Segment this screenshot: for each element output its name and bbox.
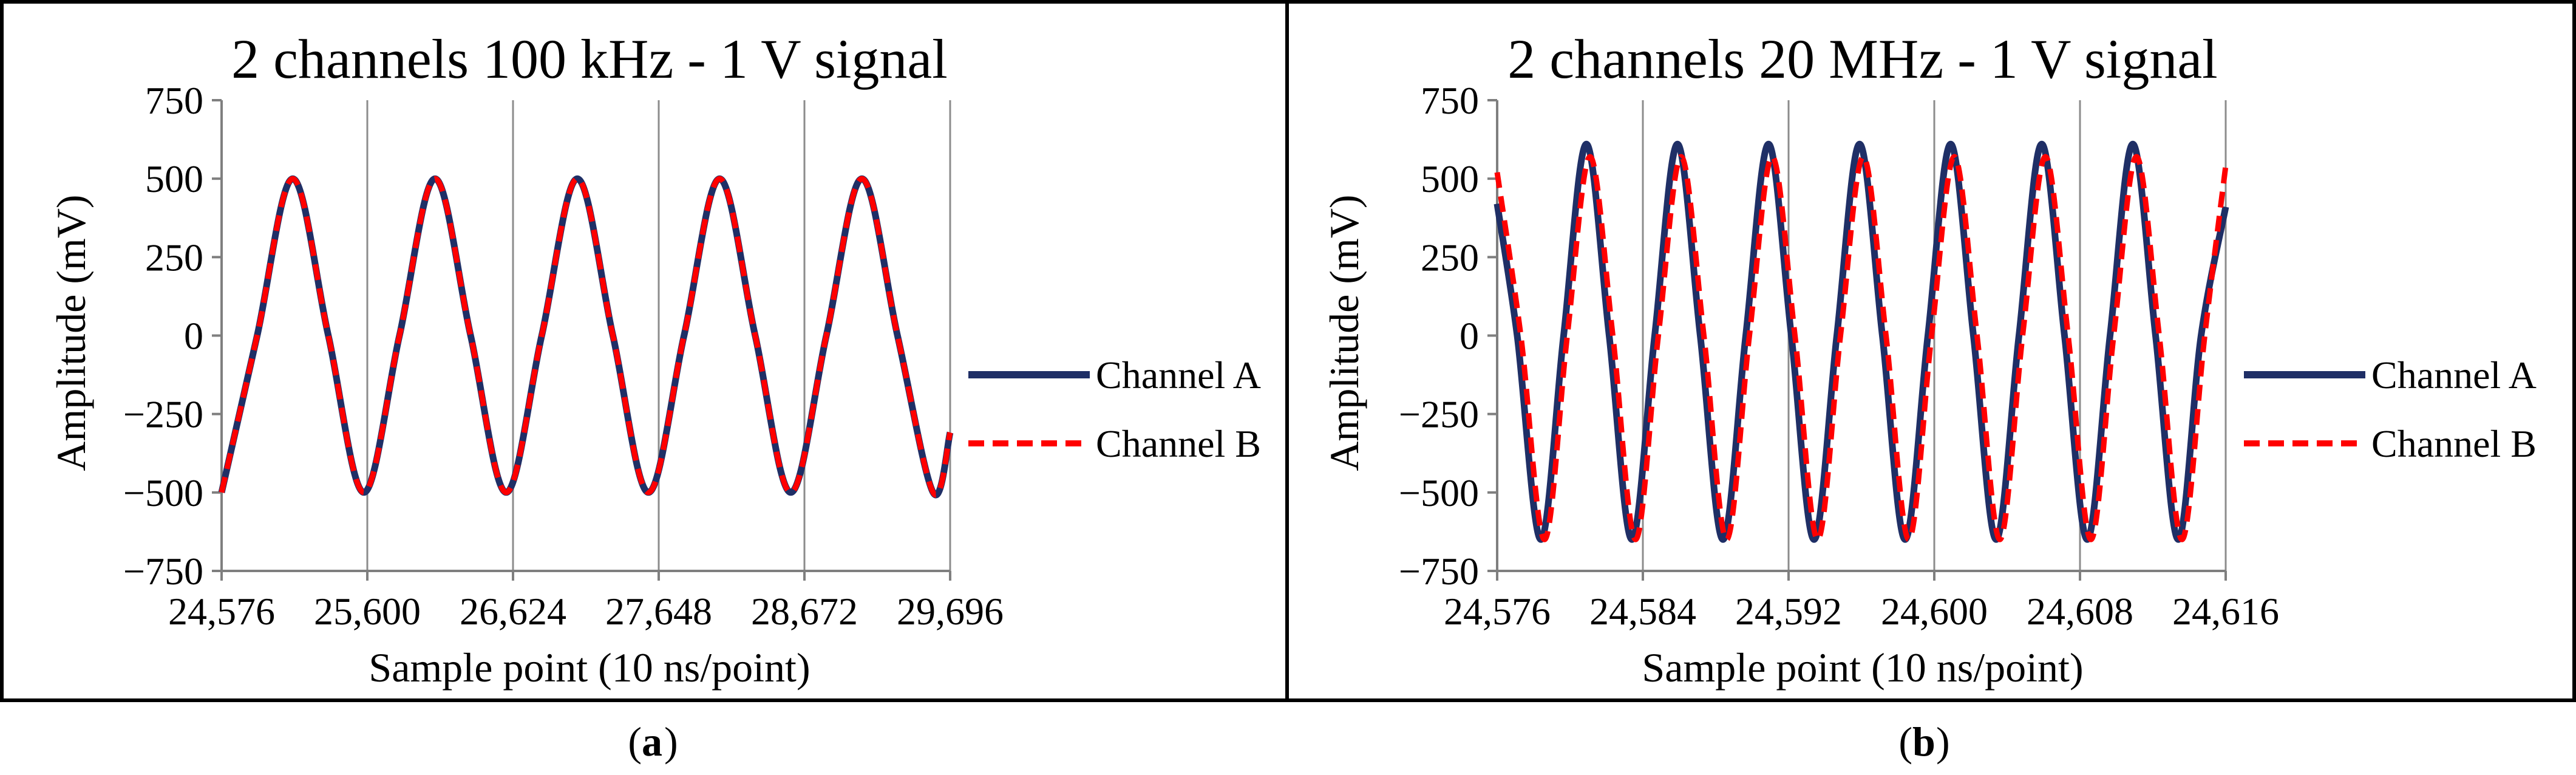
legend-label-channel-b: Channel B <box>2371 422 2537 465</box>
series-lines <box>1494 140 2229 543</box>
y-tick-label: −500 <box>1399 471 1479 514</box>
svg-text:(: ( <box>1898 719 1912 765</box>
panel-letter: a <box>642 719 662 765</box>
y-axis-label: Amplitude (mV) <box>48 194 94 471</box>
x-tick-labels: 24,576 24,584 24,592 24,600 24,608 24,616 <box>1444 590 2279 633</box>
x-tick-label: 24,576 <box>1444 590 1551 633</box>
y-tick-labels: 750 500 250 0 −250 −500 −750 <box>1399 79 1479 593</box>
y-tick-label: 750 <box>145 79 203 122</box>
y-tick-label: 750 <box>1421 79 1479 122</box>
x-tick-label: 26,624 <box>460 590 566 633</box>
panel-label-a: ( a ) <box>628 719 678 765</box>
plot-axes <box>212 99 951 581</box>
y-tick-label: −750 <box>1399 550 1479 593</box>
panel-letter: b <box>1912 719 1935 765</box>
y-axis-label: Amplitude (mV) <box>1321 194 1367 471</box>
series-lines <box>218 175 954 499</box>
series-line-channel-a <box>1494 140 2229 543</box>
legend: Channel A Channel B <box>968 353 1261 465</box>
x-tick-label: 24,576 <box>168 590 275 633</box>
x-axis-label: Sample point (10 ns/point) <box>369 644 810 691</box>
legend-label-channel-a: Channel A <box>1096 353 1261 397</box>
x-tick-label: 24,616 <box>2172 590 2279 633</box>
y-tick-labels: 750 500 250 0 −250 −500 −750 <box>123 79 203 593</box>
y-tick-label: −250 <box>1399 393 1479 436</box>
x-tick-label: 24,592 <box>1735 590 1842 633</box>
panel-label-b: ( b ) <box>1898 719 1949 765</box>
grid-lines <box>366 100 951 571</box>
legend: Channel A Channel B <box>2244 353 2537 465</box>
x-tick-label: 24,600 <box>1881 590 1988 633</box>
x-axis-label: Sample point (10 ns/point) <box>1642 644 2083 691</box>
svg-text:(: ( <box>628 719 642 765</box>
chart-title: 2 channels 20 MHz - 1 V signal <box>1507 28 2217 90</box>
x-tick-labels: 24,576 25,600 26,624 27,648 28,672 29,696 <box>168 590 1004 633</box>
chart-panel-b: 2 channels 20 MHz - 1 V signal Amplitude… <box>1321 28 2537 691</box>
chart-panel-a: 2 channels 100 kHz - 1 V signal Amplitud… <box>48 28 1261 691</box>
y-tick-label: 0 <box>184 315 203 358</box>
x-tick-label: 27,648 <box>605 590 712 633</box>
series-line-channel-b <box>1494 154 2229 542</box>
y-tick-label: −250 <box>123 393 203 436</box>
legend-label-channel-b: Channel B <box>1096 422 1261 465</box>
x-tick-label: 24,584 <box>1589 590 1696 633</box>
y-tick-label: 250 <box>1421 236 1479 279</box>
legend-label-channel-a: Channel A <box>2371 353 2537 397</box>
x-tick-label: 24,608 <box>2027 590 2133 633</box>
svg-text:): ) <box>664 719 678 765</box>
x-tick-label: 25,600 <box>314 590 421 633</box>
series-line-channel-b <box>219 176 953 498</box>
y-tick-label: 500 <box>145 157 203 200</box>
y-tick-label: −500 <box>123 471 203 514</box>
svg-text:): ) <box>1936 719 1950 765</box>
y-tick-label: 250 <box>145 236 203 279</box>
x-tick-label: 28,672 <box>751 590 858 633</box>
y-tick-label: 0 <box>1460 315 1479 358</box>
y-tick-label: 500 <box>1421 157 1479 200</box>
y-tick-label: −750 <box>123 550 203 593</box>
chart-title: 2 channels 100 kHz - 1 V signal <box>231 28 948 90</box>
x-tick-label: 29,696 <box>897 590 1004 633</box>
